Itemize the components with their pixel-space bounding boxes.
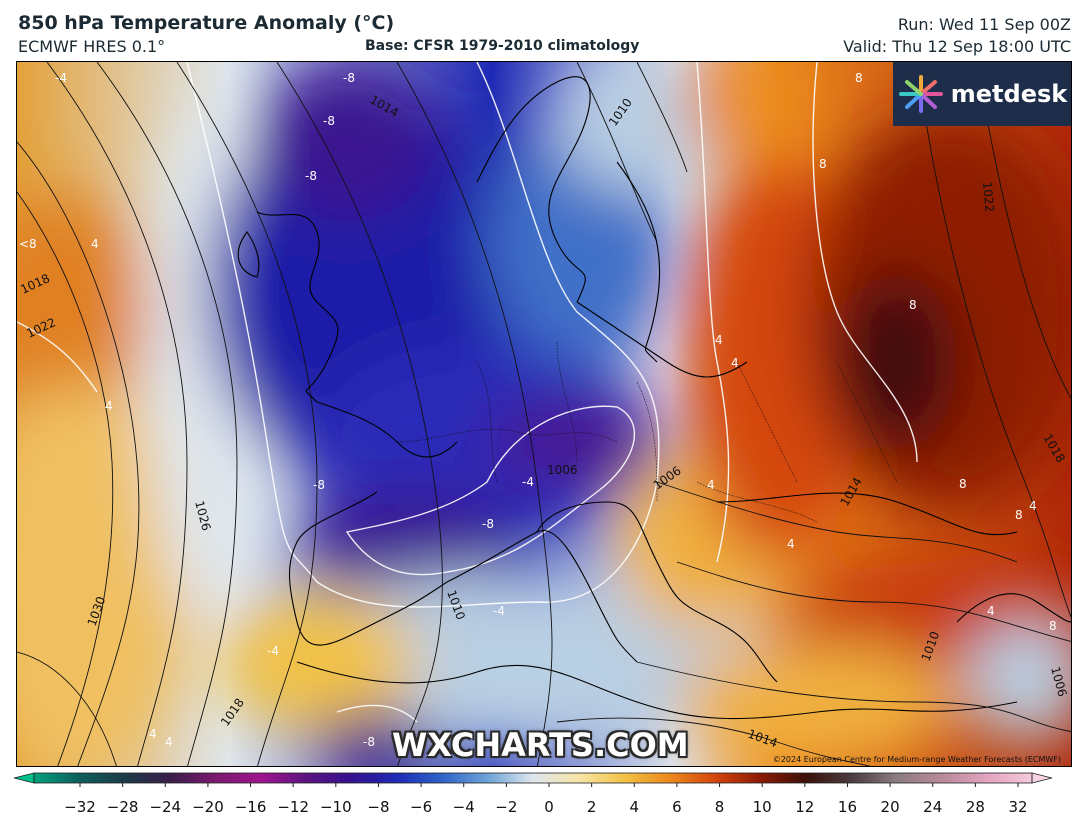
colorbar-tick-label: −24	[149, 798, 182, 816]
anomaly-label: <8	[19, 237, 37, 251]
anomaly-label: 4	[1029, 499, 1037, 513]
anomaly-label: 8	[855, 71, 863, 85]
colorbar-tick-label: 12	[795, 798, 815, 816]
anomaly-label: -8	[482, 517, 494, 531]
anomaly-map[interactable]: 1010 1014 1018 1022 1026 1030 1018 1006 …	[16, 61, 1072, 767]
logo-text: metdesk	[950, 80, 1068, 108]
anomaly-label: -8	[313, 478, 325, 492]
anomaly-label: -8	[363, 735, 375, 749]
watermark: WXCHARTS.COM	[392, 726, 689, 764]
colorbar-tick-label: 20	[880, 798, 900, 816]
anomaly-label: -4	[493, 604, 505, 618]
anomaly-label: 8	[1015, 508, 1023, 522]
model-label: ECMWF HRES 0.1°	[18, 37, 166, 56]
anomaly-label: -4	[55, 71, 67, 85]
colorbar-tick-label: −4	[452, 798, 475, 816]
colorbar-gradient	[34, 773, 1032, 783]
anomaly-fill	[17, 62, 1071, 766]
metdesk-logo: metdesk	[893, 62, 1071, 126]
run-time: Run: Wed 11 Sep 00Z	[897, 15, 1071, 34]
colorbar-tick-label: 32	[1008, 798, 1028, 816]
anomaly-label: 4	[731, 356, 739, 370]
colorbar-segments	[34, 773, 1032, 787]
anomaly-label: -4	[522, 475, 534, 489]
coastlines	[237, 76, 1071, 720]
anomaly-label: 8	[959, 477, 967, 491]
colorbar-max-arrow	[1031, 772, 1053, 784]
isobars	[17, 62, 1071, 766]
colorbar-tick-label: 4	[629, 798, 640, 816]
colorbar-tick-label: −10	[319, 798, 352, 816]
colorbar-tick-label: −2	[495, 798, 518, 816]
colorbar-tick-label: −6	[410, 798, 433, 816]
isobar-label: 1022	[980, 181, 997, 213]
flower-burst-icon	[898, 75, 943, 113]
anomaly-label: -4	[267, 644, 279, 658]
colorbar-tick-label: −32	[64, 798, 96, 816]
colorbar-tick-label: 28	[965, 798, 985, 816]
anomaly-label: 8	[819, 157, 827, 171]
colorbar-tick-label: 24	[923, 798, 943, 816]
anomaly-label: 4	[149, 727, 157, 741]
anomaly-label: 4	[707, 478, 715, 492]
chart-title: 850 hPa Temperature Anomaly (°C)	[18, 12, 395, 34]
valid-time: Valid: Thu 12 Sep 18:00 UTC	[843, 37, 1071, 56]
copyright-notice: ©2024 European Centre for Medium-range W…	[772, 755, 1061, 764]
colorbar-min-arrow	[13, 772, 35, 784]
colorbar-tick-label: 8	[714, 798, 725, 816]
anomaly-label: 8	[909, 298, 917, 312]
climatology-base: Base: CFSR 1979-2010 climatology	[365, 38, 640, 54]
isobar-label: 1006	[547, 463, 578, 477]
anomaly-label: -8	[323, 114, 335, 128]
anomaly-label: -8	[305, 169, 317, 183]
anomaly-label: 4	[715, 333, 723, 347]
colorbar	[13, 772, 1053, 787]
anomaly-label: -8	[343, 71, 355, 85]
anomaly-label: 4	[165, 735, 173, 749]
colorbar-tick-label: 6	[672, 798, 682, 816]
anomaly-label: 8	[1049, 619, 1057, 633]
colorbar-tick-label: 0	[544, 798, 554, 816]
colorbar-tick-label: 10	[752, 798, 772, 816]
anomaly-label: 4	[105, 399, 113, 413]
colorbar-tick-label: −8	[367, 798, 390, 816]
colorbar-tick-label: −28	[106, 798, 139, 816]
colorbar-tick-label: −12	[277, 798, 309, 816]
anomaly-label: 4	[91, 237, 99, 251]
map-canvas: 1010 1014 1018 1022 1026 1030 1018 1006 …	[17, 62, 1071, 766]
colorbar-tick-label: 16	[837, 798, 857, 816]
anomaly-label: 4	[787, 537, 795, 551]
borders	[396, 341, 898, 523]
colorbar-tick-label: −16	[234, 798, 267, 816]
colorbar-tick-label: −20	[192, 798, 224, 816]
anomaly-label: 4	[987, 604, 995, 618]
colorbar-tick-label: 2	[586, 798, 597, 816]
